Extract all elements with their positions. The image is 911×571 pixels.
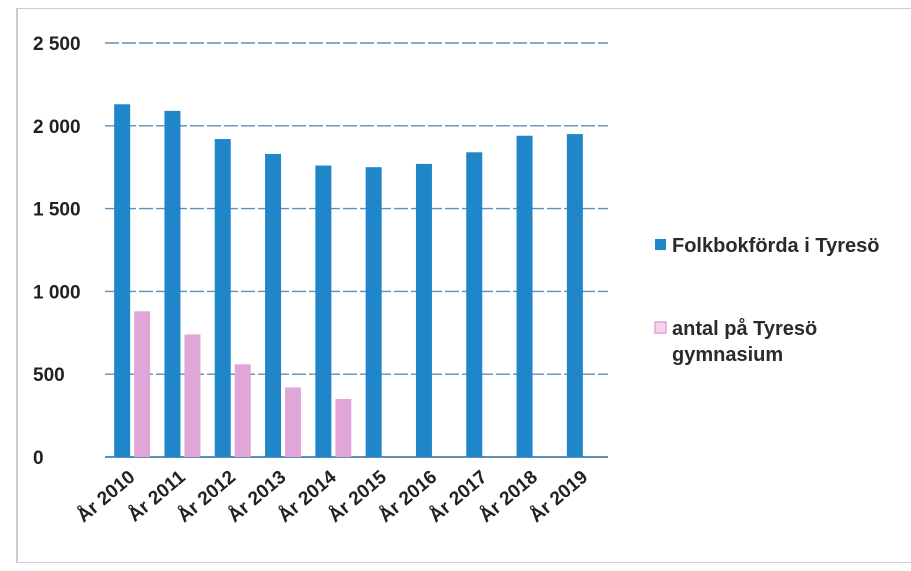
bars [114, 104, 583, 458]
bar-gymnasium [234, 364, 251, 457]
bar-folkbokforda [214, 139, 231, 457]
bar-folkbokforda [566, 134, 583, 457]
y-axis-ticks: 0 500 1 000 1 500 2 000 2 500 [33, 34, 81, 469]
bar-gymnasium [134, 311, 151, 457]
chart-frame-top [16, 8, 911, 9]
bar-gymnasium [184, 334, 201, 457]
y-tick-label: 0 [33, 448, 44, 469]
legend-swatch-folkbokforda [655, 239, 666, 250]
x-tick-label: År 2019 [526, 467, 592, 527]
bar-folkbokforda [415, 163, 432, 457]
chart-frame-left [16, 8, 18, 563]
bar-folkbokforda [315, 165, 332, 457]
y-tick-label: 2 000 [33, 117, 81, 138]
y-tick-label: 1 500 [33, 200, 81, 221]
legend-label-folkbokforda: Folkbokförda i Tyresö [672, 235, 880, 257]
y-tick-label: 500 [33, 365, 65, 386]
chart-frame-bottom [16, 562, 911, 563]
bar-gymnasium [335, 399, 352, 457]
legend [654, 239, 667, 334]
bar-folkbokforda [265, 153, 282, 457]
legend-label-gymnasium: antal på Tyresö gymnasium [672, 318, 818, 366]
bar-folkbokforda [466, 152, 483, 457]
bar-folkbokforda [365, 167, 382, 457]
bar-folkbokforda [114, 104, 131, 457]
bar-folkbokforda [516, 135, 533, 457]
y-tick-label: 2 500 [33, 34, 81, 55]
legend-swatch-gymnasium [654, 321, 667, 334]
bar-folkbokforda [164, 110, 181, 458]
y-tick-label: 1 000 [33, 282, 81, 303]
bar-gymnasium [285, 387, 302, 457]
x-tick-label: År 2010 [73, 467, 139, 527]
